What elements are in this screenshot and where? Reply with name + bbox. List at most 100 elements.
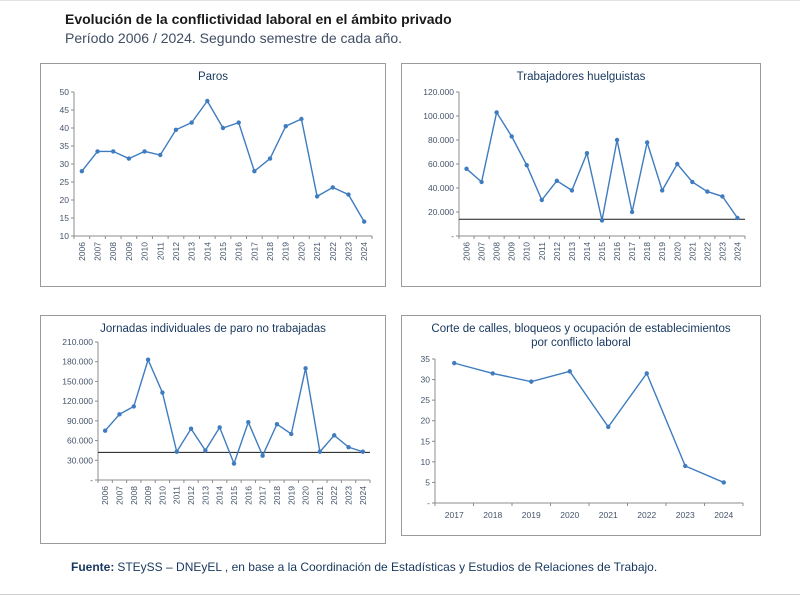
svg-text:2007: 2007	[93, 242, 103, 261]
svg-text:2017: 2017	[258, 486, 268, 505]
svg-text:2018: 2018	[272, 486, 282, 505]
svg-text:2008: 2008	[492, 242, 502, 261]
svg-text:2018: 2018	[483, 510, 502, 520]
svg-text:10: 10	[421, 457, 431, 467]
svg-text:90.000: 90.000	[67, 416, 93, 426]
svg-text:2021: 2021	[315, 486, 325, 505]
svg-text:2022: 2022	[702, 242, 712, 261]
svg-text:40: 40	[60, 123, 70, 133]
svg-text:40.000: 40.000	[428, 183, 454, 193]
svg-text:50: 50	[60, 87, 70, 97]
svg-text:2014: 2014	[215, 486, 225, 505]
svg-text:2023: 2023	[676, 510, 695, 520]
svg-text:30: 30	[60, 159, 70, 169]
svg-text:2014: 2014	[202, 242, 212, 261]
svg-text:2021: 2021	[599, 510, 618, 520]
svg-text:2006: 2006	[462, 242, 472, 261]
svg-text:2022: 2022	[637, 510, 656, 520]
chart-canvas-cortes-bloqueos: - 5 10 15 20 25 30 35 2017 2018 2019 2020 2021 2022 20…	[421, 354, 744, 520]
svg-text:2015: 2015	[229, 486, 239, 505]
svg-text:2019: 2019	[657, 242, 667, 261]
svg-text:2019: 2019	[286, 486, 296, 505]
svg-text:2015: 2015	[597, 242, 607, 261]
svg-text:2016: 2016	[243, 486, 253, 505]
svg-text:2011: 2011	[155, 242, 165, 261]
svg-text:2008: 2008	[129, 486, 139, 505]
svg-text:150.000: 150.000	[62, 377, 93, 387]
svg-text:2009: 2009	[124, 242, 134, 261]
svg-text:-: -	[90, 475, 93, 485]
svg-text:2023: 2023	[717, 242, 727, 261]
svg-text:2018: 2018	[265, 242, 275, 261]
svg-text:2024: 2024	[359, 242, 369, 261]
svg-text:2013: 2013	[187, 242, 197, 261]
svg-text:2013: 2013	[567, 242, 577, 261]
svg-text:2024: 2024	[358, 486, 368, 505]
svg-text:2012: 2012	[186, 486, 196, 505]
svg-text:2007: 2007	[477, 242, 487, 261]
svg-text:210.000: 210.000	[62, 337, 93, 347]
svg-text:2011: 2011	[537, 242, 547, 261]
page-title: Evolución de la conflictividad laboral e…	[65, 11, 452, 27]
svg-text:20: 20	[421, 415, 431, 425]
svg-text:2023: 2023	[343, 242, 353, 261]
svg-text:2016: 2016	[234, 242, 244, 261]
svg-text:60.000: 60.000	[428, 159, 454, 169]
chart-title-paros: Paros	[197, 71, 229, 83]
svg-text:35: 35	[421, 354, 431, 364]
svg-text:2022: 2022	[328, 242, 338, 261]
svg-text:2012: 2012	[552, 242, 562, 261]
chart-title-trabajadores-huelguistas: Trabajadores huelguistas	[516, 71, 646, 83]
source-label: Fuente:	[71, 560, 115, 574]
svg-text:2006: 2006	[77, 242, 87, 261]
svg-text:2007: 2007	[114, 486, 124, 505]
svg-text:80.000: 80.000	[428, 135, 454, 145]
svg-text:2024: 2024	[714, 510, 733, 520]
svg-text:30: 30	[421, 374, 431, 384]
svg-text:2008: 2008	[108, 242, 118, 261]
chart-canvas-trabajadores-huelguistas: - 20.000 40.000 60.000 80.000 100.000 120.000 2…	[423, 87, 746, 261]
svg-text:2009: 2009	[507, 242, 517, 261]
page-subtitle: Período 2006 / 2024. Segundo semestre de…	[65, 30, 403, 46]
svg-text:25: 25	[60, 177, 70, 187]
svg-text:2014: 2014	[582, 242, 592, 261]
svg-text:2011: 2011	[172, 486, 182, 505]
svg-text:2017: 2017	[249, 242, 259, 261]
svg-text:2022: 2022	[329, 486, 339, 505]
svg-text:2021: 2021	[687, 242, 697, 261]
svg-text:2021: 2021	[312, 242, 322, 261]
svg-text:2010: 2010	[522, 242, 532, 261]
source-note: Fuente: STEySS – DNEyEL , en base a la Co…	[71, 560, 657, 574]
svg-text:180.000: 180.000	[62, 357, 93, 367]
svg-text:2015: 2015	[218, 242, 228, 261]
svg-text:120.000: 120.000	[62, 397, 93, 407]
chart-canvas-paros: 10 15 20 25 30 35 40 45 50 2006 2007 2008 2009 2010 20…	[60, 87, 373, 261]
chart-box-jornadas-no-trabajadas: Jornadas individuales de paro no trabaja…	[40, 315, 386, 544]
chart-box-cortes-bloqueos: Corte de calles, bloqueos y ocupación de…	[401, 315, 761, 536]
chart-title-cortes-bloqueos: Corte de calles, bloqueos y ocupación de…	[431, 323, 731, 350]
svg-text:2010: 2010	[157, 486, 167, 505]
svg-text:2017: 2017	[445, 510, 464, 520]
svg-text:2020: 2020	[301, 486, 311, 505]
svg-text:2017: 2017	[627, 242, 637, 261]
svg-text:45: 45	[60, 105, 70, 115]
svg-text:2019: 2019	[281, 242, 291, 261]
svg-text:2020: 2020	[560, 510, 579, 520]
svg-text:5: 5	[425, 477, 430, 487]
chart-box-trabajadores-huelguistas: Trabajadores huelguistas - 20.000 40.000 60…	[401, 63, 761, 287]
svg-text:2018: 2018	[642, 242, 652, 261]
svg-text:2024: 2024	[732, 242, 742, 261]
svg-text:25: 25	[421, 395, 431, 405]
svg-text:60.000: 60.000	[67, 436, 93, 446]
svg-text:2019: 2019	[522, 510, 541, 520]
chart-title-jornadas-no-trabajadas: Jornadas individuales de paro no trabaja…	[100, 323, 326, 335]
svg-text:2013: 2013	[200, 486, 210, 505]
svg-text:30.000: 30.000	[67, 456, 93, 466]
svg-text:-: -	[427, 498, 430, 508]
svg-text:2012: 2012	[171, 242, 181, 261]
svg-text:2010: 2010	[140, 242, 150, 261]
svg-text:35: 35	[60, 141, 70, 151]
chart-canvas-jornadas-no-trabajadas: - 30.000 60.000 90.000 120.000 150.000 180.000…	[62, 337, 371, 505]
svg-text:20: 20	[60, 195, 70, 205]
